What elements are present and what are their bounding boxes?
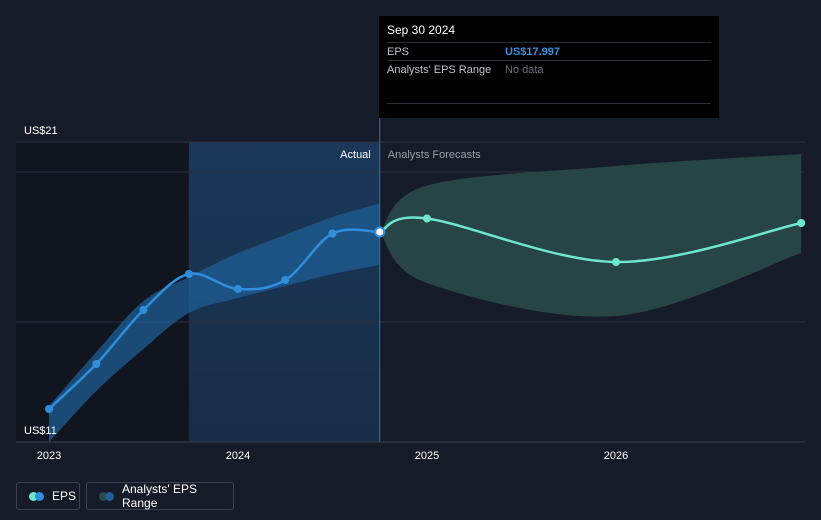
eps-line-forecast bbox=[379, 216, 802, 264]
eps-legend-icon bbox=[29, 491, 44, 501]
eps-point-actual bbox=[92, 360, 101, 368]
tooltip-date: Sep 30 2024 bbox=[387, 23, 456, 37]
tooltip-range-value: No data bbox=[505, 63, 544, 76]
eps-point-actual bbox=[328, 229, 337, 238]
eps-point-actual bbox=[281, 276, 290, 284]
eps-point-actual bbox=[184, 270, 193, 278]
legend-range-button[interactable]: Analysts' EPS Range bbox=[86, 482, 234, 510]
tooltip-range-row: Analysts' EPS Range No data bbox=[387, 60, 711, 78]
x-tick-label-2024: 2024 bbox=[226, 450, 250, 462]
legend-eps-button[interactable]: EPS bbox=[16, 482, 80, 510]
hover-tooltip: Sep 30 2024 EPS US$17.997 Analysts' EPS … bbox=[379, 16, 719, 118]
eps-point-forecast bbox=[797, 219, 806, 227]
tooltip-range-label: Analysts' EPS Range bbox=[387, 63, 492, 76]
y-tick-label-bottom: US$11 bbox=[24, 425, 57, 437]
eps-point-forecast bbox=[612, 258, 620, 266]
tooltip-eps-label: EPS bbox=[387, 45, 410, 58]
y-tick-label-top: US$21 bbox=[24, 125, 58, 137]
legend-eps-label: EPS bbox=[52, 489, 77, 503]
x-tick-label-2023: 2023 bbox=[37, 450, 61, 462]
eps-point-forecast bbox=[423, 214, 431, 223]
actual-label: Actual bbox=[340, 149, 371, 161]
x-tick-label-2025: 2025 bbox=[415, 450, 439, 462]
eps-point-hovered bbox=[374, 226, 386, 238]
legend-range-label: Analysts' EPS Range bbox=[122, 482, 197, 510]
range-band-forecast bbox=[379, 154, 802, 317]
tooltip-divider bbox=[387, 103, 711, 104]
tooltip-eps-value: US$17.997 bbox=[505, 45, 561, 58]
range-legend-icon bbox=[99, 491, 114, 501]
range-band-actual bbox=[49, 203, 380, 442]
tooltip-eps-row: EPS US$17.997 bbox=[387, 42, 711, 60]
eps-point-actual bbox=[234, 285, 242, 293]
forecast-label: Analysts Forecasts bbox=[388, 149, 481, 161]
eps-point-actual bbox=[139, 306, 148, 314]
eps-point-actual bbox=[45, 405, 53, 413]
x-tick-label-2026: 2026 bbox=[604, 450, 628, 462]
